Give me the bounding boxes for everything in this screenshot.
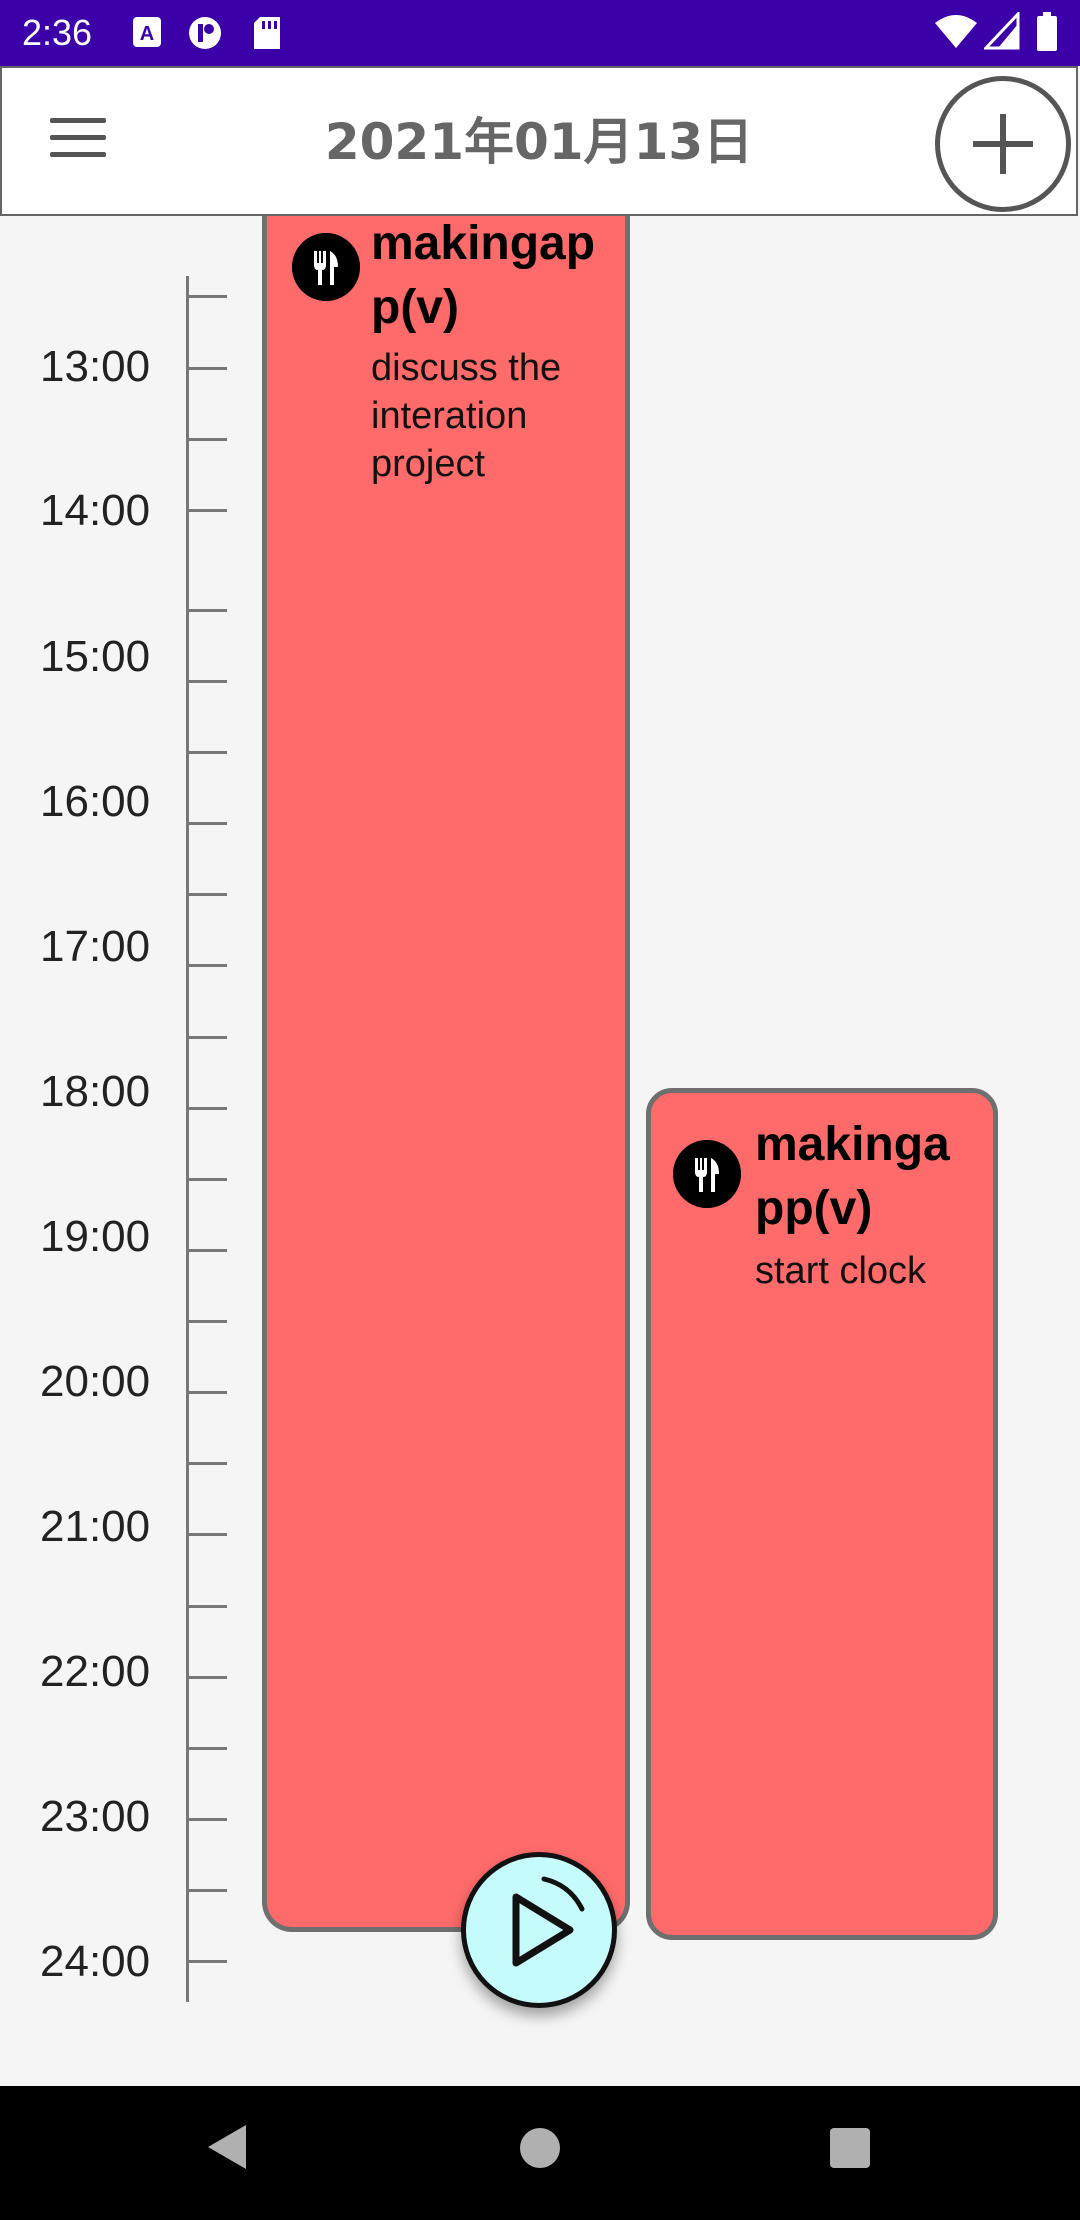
hour-tick: [189, 1391, 227, 1394]
page-title: 2021年01月13日: [324, 113, 754, 171]
play-icon: [512, 1876, 585, 1967]
system-nav-bar: [0, 2086, 1080, 2220]
half-hour-tick: [189, 1178, 227, 1181]
half-hour-tick: [189, 295, 227, 298]
status-time: 2:36: [22, 12, 93, 53]
plus-circle-icon: [973, 114, 1033, 174]
hour-label: 17:00: [40, 922, 151, 971]
half-hour-tick: [189, 438, 227, 441]
recents-square-icon[interactable]: [828, 2126, 872, 2170]
hour-tick: [189, 1676, 227, 1679]
p-notification-icon: [189, 17, 221, 49]
hour-tick: [189, 1107, 227, 1110]
app-header: 2021年01月13日: [0, 66, 1078, 216]
day-timeline[interactable]: 13:00 14:00 15:00 16:00 17:00 18:00 19:0…: [0, 216, 1080, 2086]
event-title: pp(v): [755, 1182, 873, 1235]
half-hour-tick: [189, 893, 227, 896]
hour-label: 21:00: [40, 1502, 151, 1551]
svg-text:A: A: [140, 23, 154, 45]
time-axis-line: [186, 276, 189, 2002]
battery-icon: [1037, 12, 1057, 51]
hour-label: 22:00: [40, 1647, 151, 1696]
hour-label: 24:00: [40, 1937, 151, 1986]
hour-tick: [189, 822, 227, 825]
event-description: interation: [371, 395, 528, 437]
hour-label: 20:00: [40, 1357, 151, 1406]
half-hour-tick: [189, 1747, 227, 1750]
event-title: makinga: [755, 1118, 950, 1171]
half-hour-tick: [189, 1889, 227, 1892]
half-hour-tick: [189, 1462, 227, 1465]
half-hour-tick: [189, 1320, 227, 1323]
event-title: makingap: [371, 217, 596, 270]
event-title: p(v): [371, 281, 459, 334]
hour-label: 15:00: [40, 632, 151, 681]
hour-tick: [189, 680, 227, 683]
half-hour-tick: [189, 1036, 227, 1039]
hour-tick: [189, 964, 227, 967]
fork-knife-icon: [673, 1140, 741, 1208]
hour-label: 18:00: [40, 1067, 151, 1116]
a-notification-icon: A: [133, 17, 161, 47]
wifi-icon: [935, 15, 977, 48]
hamburger-menu-icon[interactable]: [50, 118, 106, 162]
half-hour-tick: [189, 609, 227, 612]
event-card[interactable]: makingap p(v) discuss the interation pro…: [262, 216, 630, 1932]
hour-tick: [189, 1533, 227, 1536]
status-bar: 2:36 A: [0, 0, 1080, 66]
event-card[interactable]: makinga pp(v) start clock: [646, 1088, 998, 1940]
half-hour-tick: [189, 751, 227, 754]
add-event-button[interactable]: [935, 76, 1071, 212]
event-description: project: [371, 443, 486, 485]
sd-card-icon: [254, 17, 280, 49]
hour-tick: [189, 367, 227, 370]
signal-icon: [984, 12, 1020, 50]
hour-tick: [189, 1249, 227, 1252]
half-hour-tick: [189, 1605, 227, 1608]
hour-label: 19:00: [40, 1212, 151, 1261]
hour-label: 23:00: [40, 1792, 151, 1841]
hour-tick: [189, 509, 227, 512]
fork-knife-icon: [292, 233, 360, 301]
back-triangle-icon[interactable]: [204, 2122, 250, 2172]
hour-tick: [189, 1960, 227, 1963]
play-button[interactable]: [461, 1852, 617, 2008]
hour-label: 13:00: [40, 342, 151, 391]
hour-label: 14:00: [40, 486, 151, 535]
hour-label: 16:00: [40, 777, 151, 826]
event-description: start clock: [755, 1250, 927, 1292]
event-description: discuss the: [371, 347, 562, 389]
home-circle-icon[interactable]: [518, 2126, 562, 2170]
hour-tick: [189, 1818, 227, 1821]
